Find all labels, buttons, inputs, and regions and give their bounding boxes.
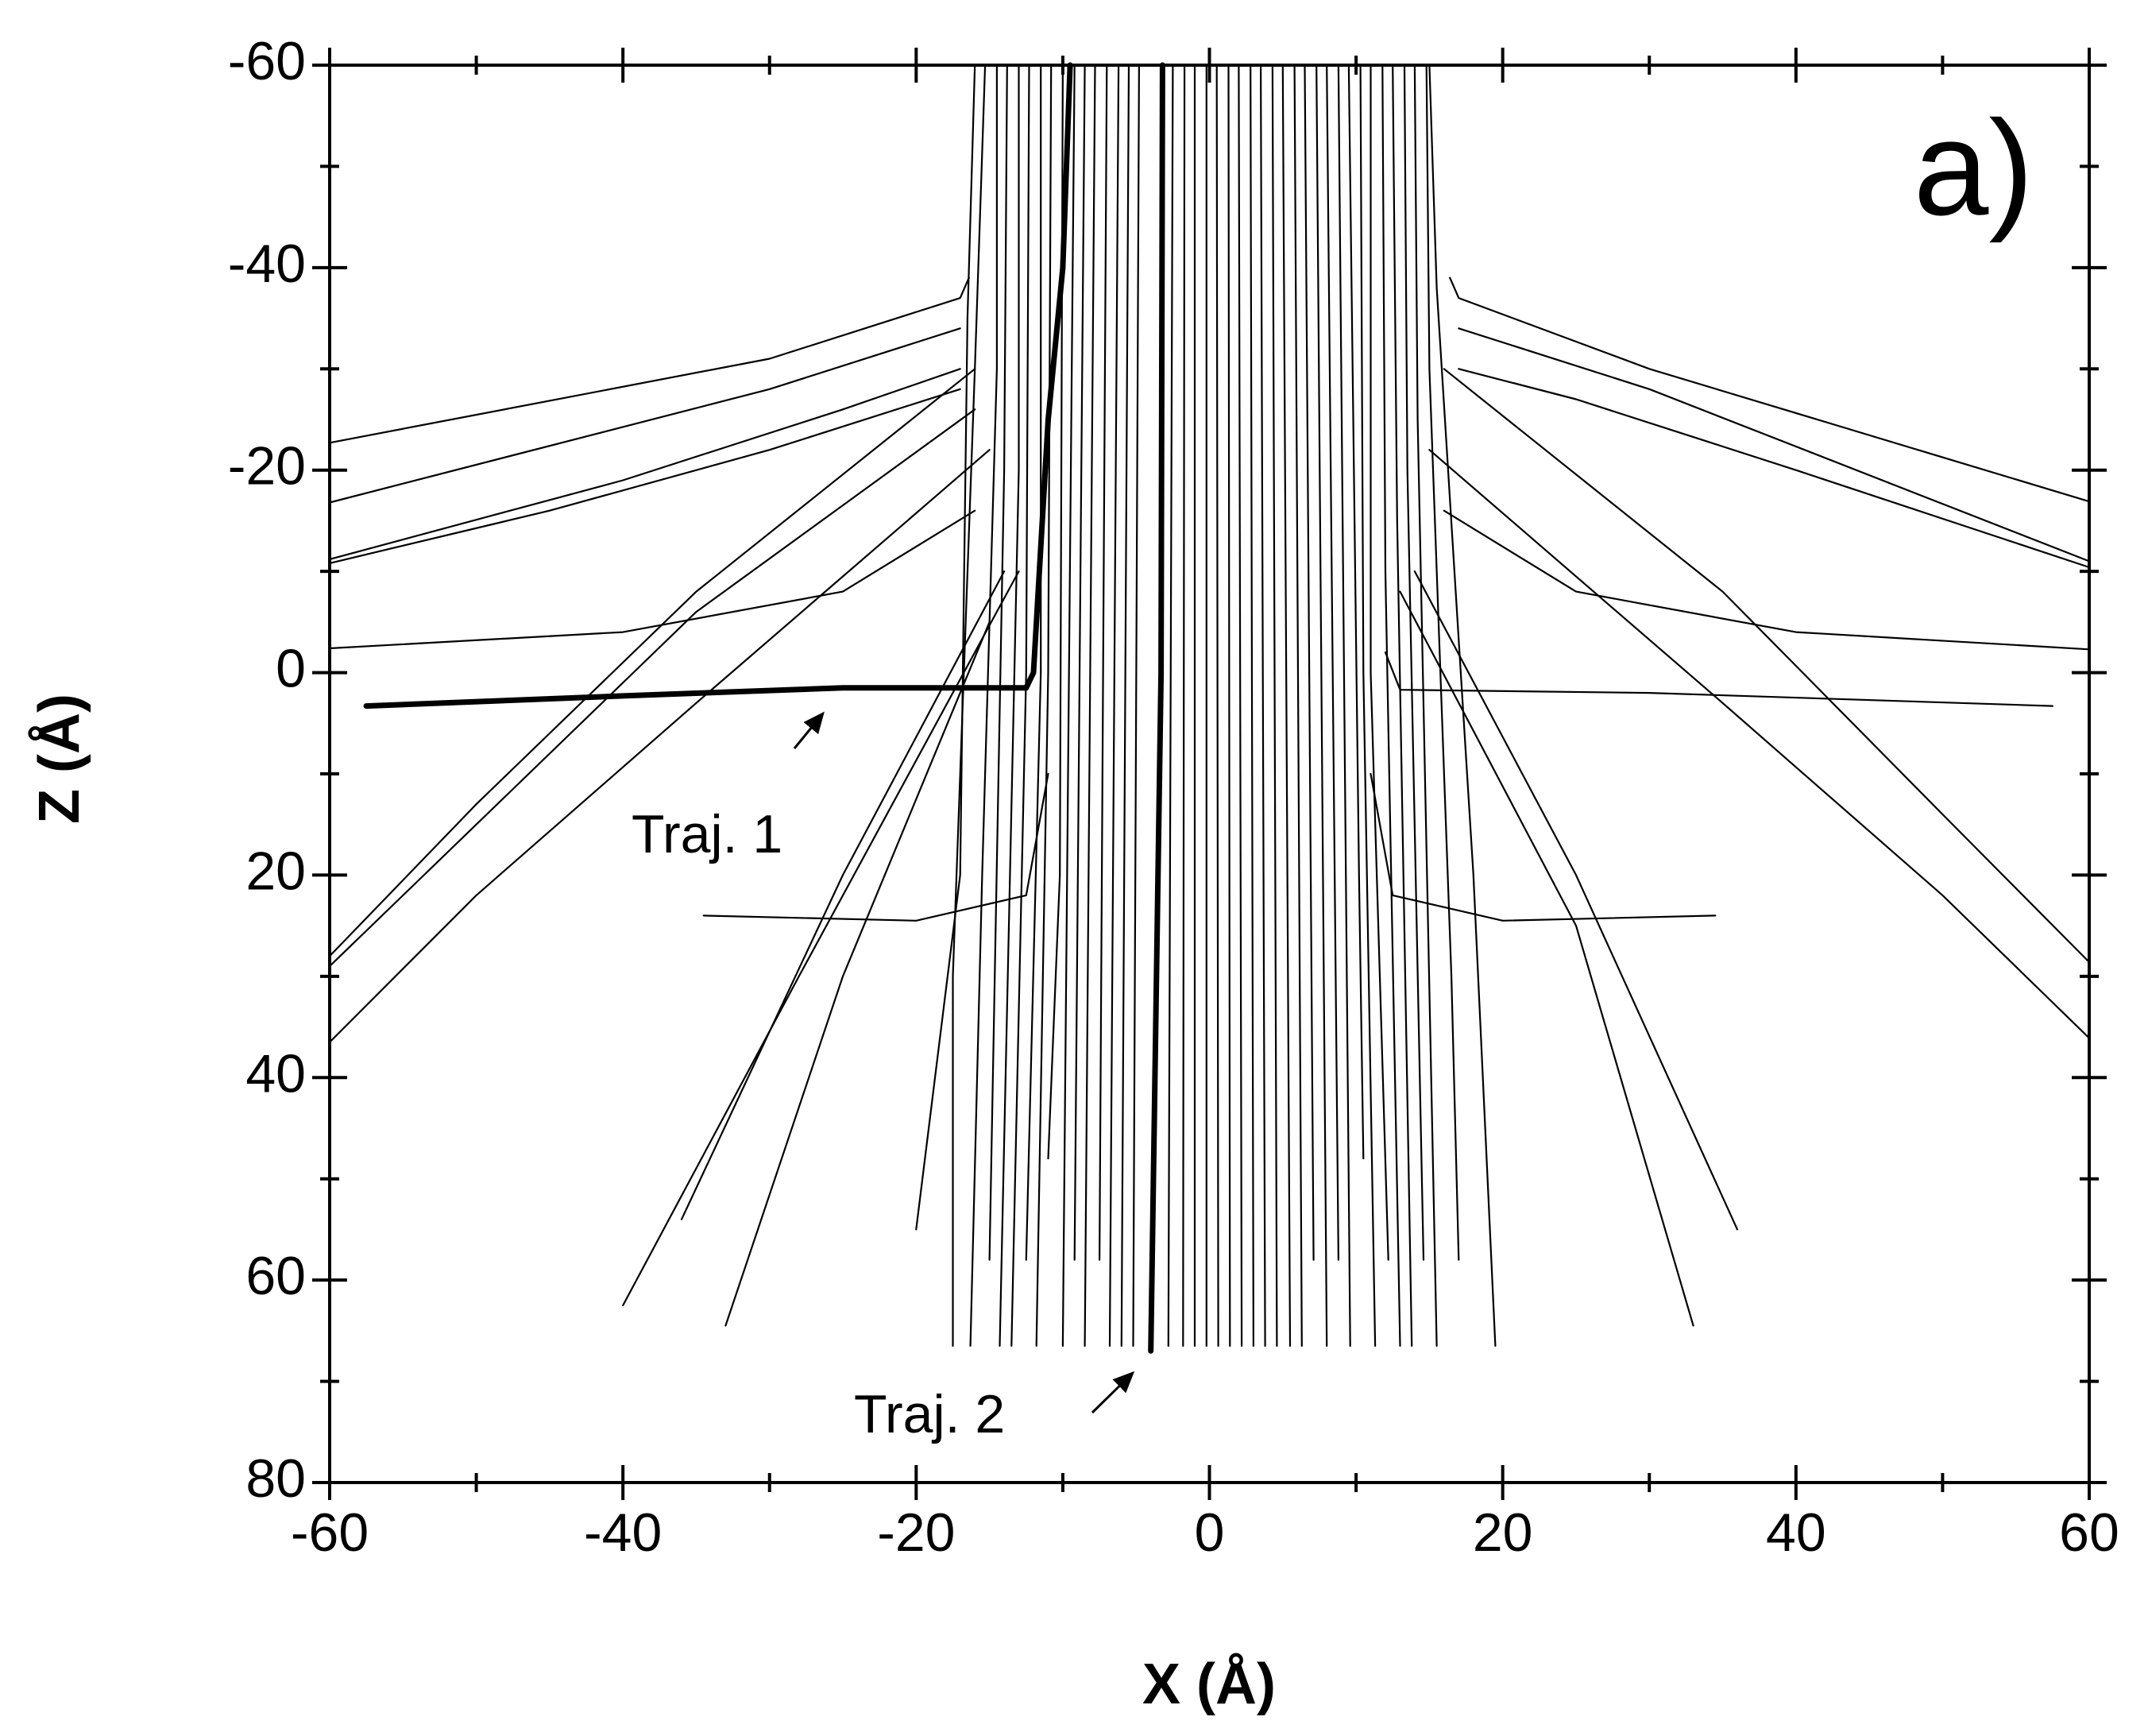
x-tick-label: -60 (291, 1502, 369, 1563)
trajectory (1271, 64, 1278, 1347)
y-tick-label: 60 (245, 1246, 306, 1306)
trajectory (680, 570, 1006, 1220)
x-tick-label: -20 (877, 1502, 955, 1563)
trajectory (1403, 64, 1425, 1261)
trajectory (1370, 772, 1717, 922)
trajectory (622, 570, 1020, 1307)
trajectory (1443, 509, 2091, 651)
trajectory (328, 449, 991, 1043)
trajectory (1384, 651, 2053, 707)
y-tick-label: 80 (245, 1448, 306, 1509)
trajectory (1428, 64, 1497, 1347)
trajectory (1260, 64, 1266, 1347)
trajectory (1010, 64, 1030, 1347)
axes: -60 -40 -20 0 20 40 60 -60 -40 -20 0 20 40 60 80 (228, 31, 2119, 1563)
y-tick-label: -60 (228, 31, 306, 91)
trajectory (328, 408, 976, 968)
trajectory (1108, 64, 1120, 1347)
trajectories (328, 62, 2091, 1354)
panel-label: a) (1914, 93, 2034, 244)
trajectory (1035, 64, 1053, 1347)
trajectory (1347, 64, 1365, 1160)
trajectory (1120, 64, 1130, 1347)
trajectory (1132, 64, 1140, 1347)
trajectory (1047, 64, 1064, 1160)
trajectory (1326, 64, 1339, 1261)
trajectory (1061, 64, 1076, 1347)
trajectory (1304, 64, 1315, 1261)
x-tick-label: 40 (1766, 1502, 1826, 1563)
trajectory (1458, 327, 2091, 563)
trajectory (1413, 570, 1739, 1231)
trajectory (1084, 64, 1096, 1347)
trajectory (988, 64, 1008, 1261)
y-tick-label: 20 (245, 841, 306, 901)
y-tick-label: -40 (228, 234, 306, 294)
trajectory (724, 621, 991, 1327)
y-tick-label: -20 (228, 436, 306, 497)
traj-1-arrow (793, 711, 825, 749)
trajectory (1215, 64, 1219, 1347)
trajectory (915, 64, 976, 1231)
y-tick-label: 0 (276, 639, 306, 699)
trajectory (1413, 64, 1438, 1347)
trajectory (1182, 64, 1186, 1347)
x-tick-label: 0 (1195, 1502, 1225, 1563)
trajectory (1227, 64, 1231, 1347)
trajectory (1293, 64, 1303, 1347)
trajectory (1073, 64, 1086, 1261)
traj-2-arrow (1091, 1371, 1135, 1414)
trajectory (1315, 64, 1328, 1347)
traj-1-label: Traj. 1 (632, 804, 782, 864)
highlighted-trajectory (1148, 62, 1165, 1354)
trajectory (1359, 64, 1377, 1347)
trajectory (328, 276, 970, 444)
trajectory (1381, 64, 1401, 1347)
trajectory (328, 388, 961, 564)
trajectory (1392, 64, 1413, 1347)
trajectory (328, 368, 961, 560)
trajectory (328, 327, 961, 504)
traj-2-label: Traj. 2 (854, 1384, 1005, 1444)
trajectory (1281, 64, 1292, 1347)
trajectory (702, 772, 1049, 922)
plot-frame (328, 64, 2091, 1484)
trajectory (999, 64, 1020, 1347)
x-tick-label: 60 (2059, 1502, 2119, 1563)
x-tick-label: -40 (584, 1502, 662, 1563)
x-axis-title: X (Å) (1142, 1653, 1276, 1716)
highlighted-trajectory (363, 62, 1073, 709)
x-tick-label: 20 (1473, 1502, 1533, 1563)
trajectory (1250, 64, 1254, 1347)
trajectory (1370, 64, 1389, 1261)
trajectory (328, 368, 976, 957)
trajectory (1449, 276, 2091, 503)
trajectory (1025, 64, 1042, 1261)
trajectory (328, 509, 976, 650)
y-axis-title: Z (Å) (28, 694, 91, 824)
trajectory (1337, 64, 1351, 1347)
trajectory (1428, 449, 2091, 1039)
trajectory (1167, 64, 1174, 1347)
trajectory (969, 64, 998, 1347)
y-tick-label: 40 (245, 1043, 306, 1104)
trajectory (1443, 368, 2091, 964)
trajectory (1238, 64, 1243, 1347)
trajectory (1458, 368, 2091, 569)
trajectory (1425, 64, 1460, 1261)
trajectory (1099, 64, 1108, 1261)
trajectory (1399, 590, 1694, 1327)
